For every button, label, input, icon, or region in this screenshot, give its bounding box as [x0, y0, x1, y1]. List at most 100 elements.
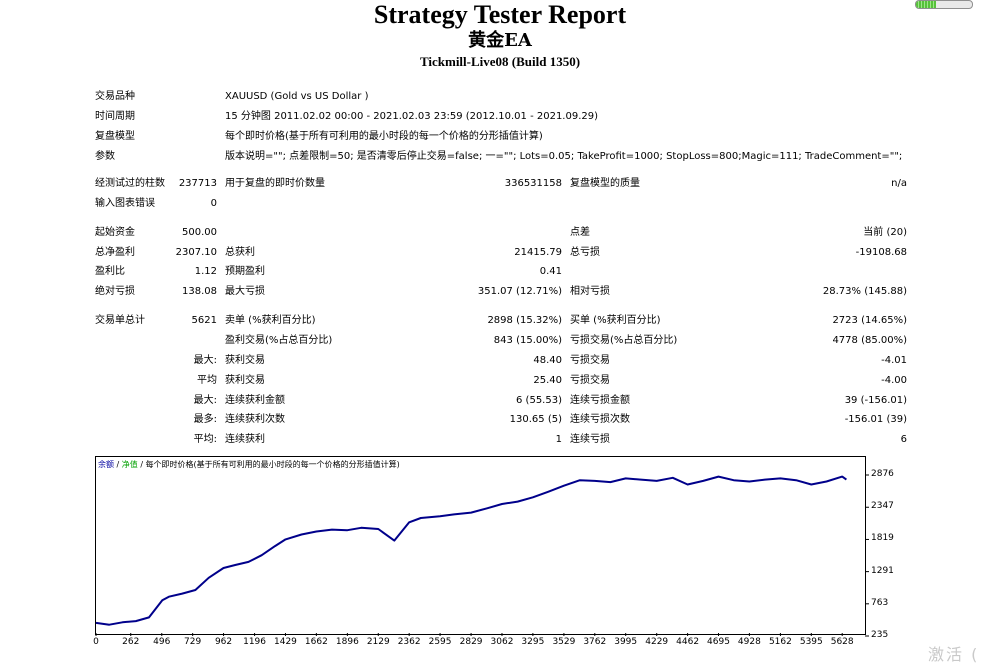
x-tick-label: 1662: [304, 637, 328, 647]
x-tick-label: 3295: [521, 637, 545, 647]
initial-deposit-label: 起始资金: [95, 227, 135, 238]
x-tick-label: 4229: [645, 637, 669, 647]
total-trades-value: 5621: [191, 315, 217, 326]
loss-trades-value: 4778 (85.00%): [832, 335, 907, 346]
gross-loss-label: 总亏损: [570, 247, 600, 258]
settings-period-value: 15 分钟图 2011.02.02 00:00 - 2021.02.03 23:…: [225, 111, 599, 122]
x-tick-label: 3762: [583, 637, 607, 647]
largest-prefix: 最大:: [193, 355, 217, 366]
settings-symbol-label: 交易品种: [95, 91, 135, 102]
legend-balance: 余额: [98, 460, 114, 469]
x-tick-label: 3995: [614, 637, 638, 647]
gross-loss-value: -19108.68: [855, 247, 907, 258]
y-tick-label: 1291: [871, 565, 894, 576]
maximum-prefix: 最大:: [193, 395, 217, 406]
x-tick-label: 262: [122, 637, 140, 647]
x-tick-label: 4695: [707, 637, 730, 647]
legend-separator: /: [137, 460, 146, 469]
gross-profit-label: 总获利: [225, 247, 255, 258]
x-tick-label: 2362: [397, 637, 421, 647]
average-loss-trade-value: -4.00: [881, 375, 907, 386]
absolute-drawdown-label: 绝对亏损: [95, 286, 135, 297]
balance-line-series: [95, 475, 847, 626]
total-trades-label: 交易单总计: [95, 315, 145, 326]
x-tick-label: 4928: [737, 637, 761, 647]
long-positions-label: 买单 (%获利百分比): [570, 315, 661, 326]
x-tick-label: 2595: [428, 637, 452, 647]
x-tick-label: 3529: [552, 637, 576, 647]
maximal-consecutive-profit-value: 130.65 (5): [509, 414, 562, 425]
x-tick-label: 496: [153, 637, 171, 647]
server-build: Tickmill-Live08 (Build 1350): [419, 54, 581, 69]
max-consecutive-wins-value: 6 (55.53): [516, 395, 562, 406]
legend-equity: 净值: [121, 460, 138, 469]
settings-model-value: 每个即时价格(基于所有可利用的最小时段的每一个价格的分形插值计算): [225, 131, 543, 142]
mismatch-errors-value: 0: [210, 198, 217, 209]
maximal-drawdown-value: 351.07 (12.71%): [477, 286, 562, 297]
max-consecutive-wins-label: 连续获利金额: [225, 395, 285, 406]
average-consecutive-prefix: 平均:: [193, 434, 217, 445]
settings-model-label: 复盘模型: [95, 131, 135, 142]
ea-name: 黄金EA: [468, 30, 532, 51]
relative-drawdown-value: 28.73% (145.88): [822, 286, 907, 297]
maximal-consecutive-profit-label: 连续获利次数: [225, 414, 285, 425]
loading-progress-bar: [915, 0, 973, 9]
settings-period-label: 时间周期: [95, 111, 135, 122]
y-tick-label: 2347: [871, 501, 894, 512]
x-tick-label: 1896: [335, 637, 359, 647]
average-profit-trade-label: 获利交易: [225, 375, 265, 386]
ticks-modelled-label: 用于复盘的即时价数量: [225, 178, 325, 189]
initial-deposit-value: 500.00: [182, 227, 217, 238]
profit-factor-value: 1.12: [194, 266, 217, 277]
y-tick-label: 2876: [871, 469, 894, 479]
settings-symbol-value: XAUUSD (Gold vs US Dollar ): [225, 91, 369, 102]
average-consecutive-wins-label: 连续获利: [225, 434, 265, 445]
long-positions-value: 2723 (14.65%): [832, 315, 907, 326]
largest-loss-trade-value: -4.01: [881, 355, 907, 366]
short-positions-label: 卖单 (%获利百分比): [225, 315, 316, 326]
maximal-prefix: 最多:: [193, 414, 217, 425]
profit-trades-value: 843 (15.00%): [493, 335, 562, 346]
activation-watermark: 激活 (: [928, 645, 980, 664]
net-profit-label: 总净盈利: [95, 247, 135, 258]
x-tick-label: 5395: [799, 637, 823, 647]
average-prefix: 平均: [197, 375, 217, 386]
mismatch-errors-label: 输入图表错误: [95, 198, 155, 209]
expected-payoff-value: 0.41: [539, 266, 562, 277]
legend-separator: /: [114, 460, 122, 469]
modelling-quality-label: 复盘模型的质量: [570, 178, 640, 189]
spread-label: 点差: [570, 227, 590, 238]
average-profit-trade-value: 25.40: [533, 375, 562, 386]
x-tick-label: 2829: [459, 637, 483, 647]
average-consecutive-losses-label: 连续亏损: [570, 434, 610, 445]
x-tick-label: 2129: [366, 637, 390, 647]
balance-chart: [95, 456, 866, 635]
progress-fill: [916, 1, 936, 8]
largest-profit-trade-value: 48.40: [533, 355, 562, 366]
spread-value: 当前 (20): [863, 227, 907, 238]
average-loss-trade-label: 亏损交易: [570, 375, 610, 386]
x-tick-label: 4462: [676, 637, 700, 647]
legend-model: 每个即时价格(基于所有可利用的最小时段的每一个价格的分形插值计算): [145, 460, 400, 469]
x-tick-label: 5162: [768, 637, 792, 647]
x-tick-label: 1196: [243, 637, 267, 647]
y-tick-label: 235: [871, 630, 889, 640]
relative-drawdown-label: 相对亏损: [570, 286, 610, 297]
x-tick-label: 0: [93, 637, 99, 647]
maximal-consecutive-loss-value: -156.01 (39): [844, 414, 907, 425]
max-consecutive-losses-value: 39 (-156.01): [844, 395, 907, 406]
settings-params-value: 版本说明=""; 点差限制=50; 是否清零后停止交易=false; 一="";…: [225, 151, 903, 162]
ticks-modelled-value: 336531158: [504, 178, 562, 189]
maximal-drawdown-label: 最大亏损: [225, 286, 265, 297]
max-consecutive-losses-label: 连续亏损金额: [570, 395, 630, 406]
profit-factor-label: 盈利比: [95, 266, 125, 277]
bars-tested-value: 237713: [178, 178, 217, 189]
x-tick-label: 729: [184, 637, 202, 647]
average-consecutive-wins-value: 1: [555, 434, 562, 445]
x-tick-label: 3062: [490, 637, 514, 647]
x-tick-label: 962: [214, 637, 233, 647]
loss-trades-label: 亏损交易(%占总百分比): [570, 335, 678, 346]
gross-profit-value: 21415.79: [514, 247, 562, 258]
chart-legend: 余额 / 净值 / 每个即时价格(基于所有可利用的最小时段的每一个价格的分形插值…: [98, 459, 400, 471]
